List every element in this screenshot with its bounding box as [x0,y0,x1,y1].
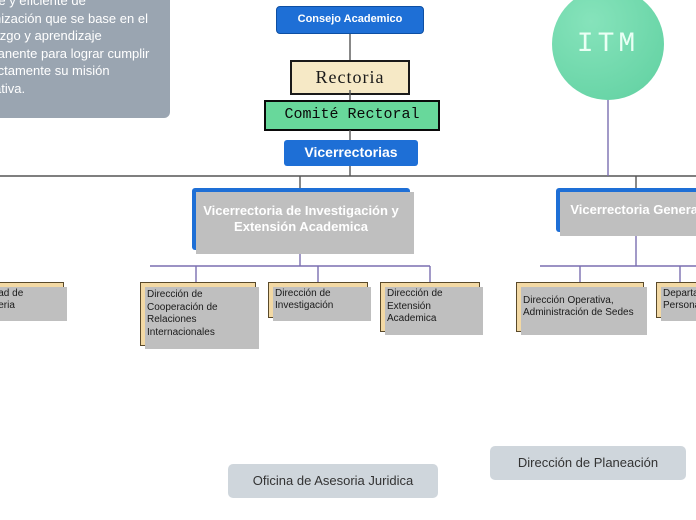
box-vInvestigacion: Vicerrectoria de Investigación y Extensi… [192,188,410,250]
box-dirExt: Dirección de Extensión Academica [380,282,480,332]
box-facIng: Facultad de Ingenieria [0,282,64,318]
box-vGeneral: Vicerrectoria General [556,188,696,232]
sidebar-note: …able y eficiente de organización que se… [0,0,170,118]
box-planeacion: Dirección de Planeación [490,446,686,480]
box-vicerrectorias: Vicerrectorias [284,140,418,166]
box-consejo: Consejo Academico [276,6,424,34]
box-comite: Comité Rectoral [264,100,440,131]
box-dirCoop: Dirección de Cooperación de Relaciones I… [140,282,256,346]
itm-circle: ITM [552,0,664,100]
box-dirOp: Dirección Operativa, Administración de S… [516,282,644,332]
box-deptPers: Departamento Personal [656,282,696,318]
box-dirInv: Dirección de Investigación [268,282,368,318]
box-asesoria: Oficina de Asesoria Juridica [228,464,438,498]
box-rectoria: Rectoria [290,60,410,95]
